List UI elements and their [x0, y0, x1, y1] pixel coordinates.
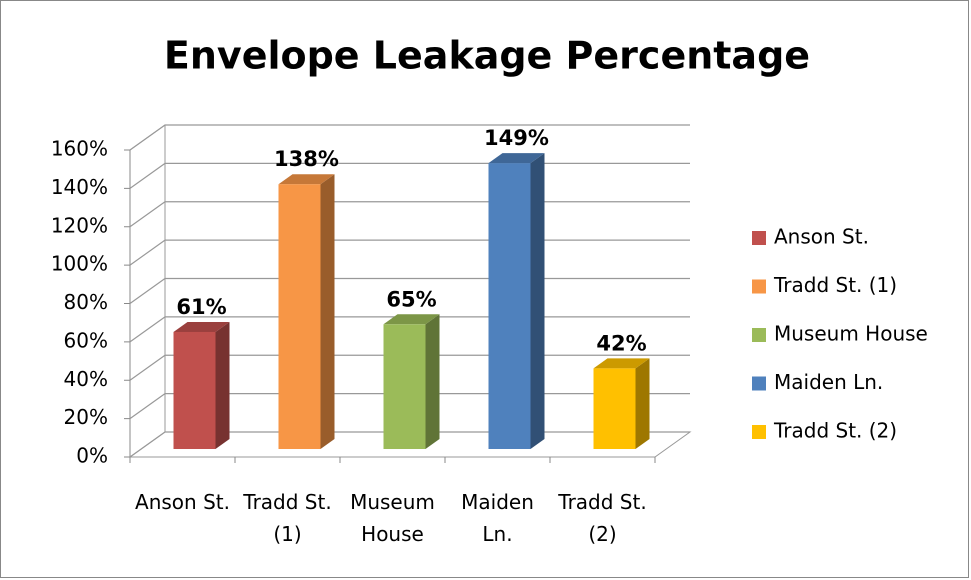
y-tick-label: 140% [51, 175, 108, 199]
x-tick-label: Tradd St. (2) [558, 490, 647, 546]
bar [278, 184, 321, 449]
bar-side [215, 321, 230, 449]
y-tick-label: 60% [64, 328, 108, 352]
bar-top [173, 321, 230, 332]
bar-top [593, 358, 650, 369]
y-tick-label: 120% [51, 213, 108, 237]
x-tick-label: Tradd St. (1) [243, 490, 332, 546]
legend-label: Museum House [774, 322, 928, 346]
bar-side [530, 153, 545, 449]
y-tick-label: 80% [64, 290, 108, 314]
legend-label: Maiden Ln. [774, 370, 883, 394]
y-tick-label: 20% [64, 405, 108, 429]
x-tick-label: Maiden Ln. [461, 490, 534, 546]
legend-swatch [752, 425, 766, 439]
data-label: 61% [176, 295, 226, 319]
x-tick-label: Anson St. [135, 490, 230, 514]
legend-swatch [752, 279, 766, 294]
legend-swatch [752, 328, 766, 342]
data-label: 42% [596, 331, 646, 355]
data-label: 149% [484, 126, 549, 150]
bar-side [635, 358, 650, 449]
bar [173, 331, 216, 449]
bar [593, 368, 636, 449]
grid-line [129, 124, 690, 151]
y-tick-label: 40% [64, 367, 108, 391]
bar [488, 163, 531, 449]
y-tick-label: 160% [51, 137, 108, 161]
bar-side [425, 314, 440, 449]
y-tick-label: 100% [51, 252, 108, 276]
data-label: 65% [386, 287, 436, 311]
bar-top [383, 314, 440, 325]
x-tick-label: Museum House [350, 490, 435, 546]
bar-side [320, 174, 335, 449]
bar-top [278, 174, 335, 185]
data-label: 138% [274, 147, 339, 171]
chart-title: Envelope Leakage Percentage [164, 34, 810, 78]
bar [383, 324, 426, 449]
bar-top [488, 153, 545, 164]
legend-label: Anson St. [774, 225, 869, 249]
legend-swatch [752, 231, 766, 245]
legend-swatch [752, 376, 766, 391]
legend-label: Tradd St. (2) [773, 419, 897, 443]
legend-label: Tradd St. (1) [773, 273, 897, 297]
y-tick-label: 0% [76, 444, 108, 468]
